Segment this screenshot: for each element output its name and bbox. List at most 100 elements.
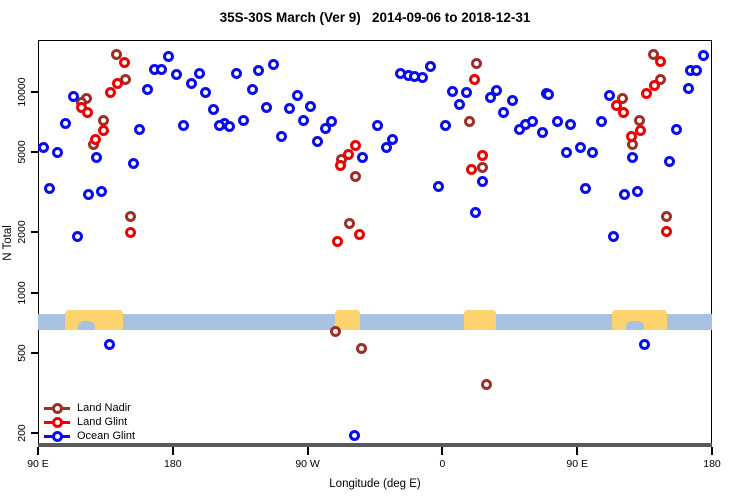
data-point-ocean-glint: [71, 231, 83, 243]
data-point-ocean-glint: [618, 188, 630, 200]
data-point-land-nadir: [633, 115, 645, 127]
data-point-land-glint: [654, 55, 666, 67]
data-point-land-glint: [661, 225, 673, 237]
legend-item: Land Nadir: [44, 401, 135, 415]
data-point-land-glint: [112, 78, 124, 90]
data-point-land-glint: [335, 160, 347, 172]
data-point-land-nadir: [647, 49, 659, 61]
x-tick-label: 90 E: [27, 458, 49, 470]
data-point-ocean-glint: [587, 146, 599, 158]
legend-label: Land Nadir: [77, 402, 131, 414]
data-point-ocean-glint: [223, 121, 235, 133]
data-point-land-glint: [465, 164, 477, 176]
x-tick-mark: [306, 447, 309, 455]
data-point-ocean-glint: [252, 64, 264, 76]
data-point-land-nadir: [356, 342, 368, 354]
x-tick-label: 180: [703, 458, 721, 470]
y-axis-title: N Total: [2, 225, 14, 261]
data-point-ocean-glint: [552, 116, 564, 128]
data-point-ocean-glint: [297, 115, 309, 127]
data-point-land-glint: [97, 125, 109, 137]
y-tick-mark: [31, 91, 38, 94]
data-point-land-glint: [354, 228, 366, 240]
data-point-land-glint: [81, 107, 93, 119]
data-point-ocean-glint: [325, 116, 337, 128]
data-point-ocean-glint: [432, 180, 444, 192]
data-point-ocean-glint: [506, 94, 518, 106]
x-tick-mark: [37, 447, 39, 455]
x-tick-mark: [576, 447, 579, 455]
data-point-ocean-glint: [67, 90, 79, 102]
legend-circle-icon: [52, 402, 63, 414]
data-point-ocean-glint: [231, 68, 243, 80]
data-point-ocean-glint: [603, 90, 615, 102]
data-point-land-glint: [634, 125, 646, 137]
y-tick-label: 2000: [16, 220, 28, 244]
data-point-ocean-glint: [484, 91, 496, 103]
data-point-ocean-glint: [186, 78, 198, 90]
data-point-ocean-glint: [38, 141, 50, 153]
data-point-ocean-glint: [349, 429, 361, 441]
data-point-ocean-glint: [127, 158, 139, 170]
data-point-ocean-glint: [453, 98, 465, 110]
y-tick-label: 200: [16, 424, 28, 442]
data-point-ocean-glint: [416, 72, 428, 84]
legend-label: Land Glint: [77, 416, 128, 428]
data-point-land-nadir: [125, 210, 137, 222]
x-tick-mark: [171, 447, 174, 455]
data-point-land-glint: [125, 226, 137, 238]
data-point-ocean-glint: [305, 100, 317, 112]
data-point-ocean-glint: [200, 87, 212, 99]
data-point-ocean-glint: [670, 124, 682, 136]
data-point-land-glint: [331, 235, 343, 247]
x-tick-label: 0: [439, 458, 446, 470]
data-point-ocean-glint: [103, 339, 115, 351]
data-point-land-glint: [119, 57, 131, 69]
legend: Land Nadir Land Glint Ocean Glint: [44, 401, 135, 443]
data-point-land-nadir: [480, 378, 492, 390]
data-point-ocean-glint: [639, 339, 651, 351]
data-point-ocean-glint: [579, 183, 591, 195]
data-point-ocean-glint: [291, 90, 303, 102]
data-point-ocean-glint: [371, 120, 383, 132]
legend-marker-land-nadir: [44, 402, 70, 414]
data-point-ocean-glint: [208, 103, 220, 115]
data-point-ocean-glint: [469, 207, 481, 219]
data-point-ocean-glint: [275, 131, 287, 143]
data-point-land-glint: [625, 131, 637, 143]
data-point-ocean-glint: [682, 83, 694, 95]
data-point-ocean-glint: [565, 118, 577, 130]
data-point-ocean-glint: [268, 59, 280, 71]
data-point-land-glint: [342, 148, 354, 160]
x-axis-title: Longitude (deg E): [329, 478, 421, 490]
data-point-ocean-glint: [386, 133, 398, 145]
data-point-ocean-glint: [536, 126, 548, 138]
data-point-ocean-glint: [491, 84, 503, 96]
data-point-land-nadir: [111, 49, 123, 61]
data-point-land-glint: [648, 79, 660, 91]
data-point-ocean-glint: [44, 183, 56, 195]
x-tick-mark: [711, 447, 713, 455]
data-point-land-nadir: [477, 162, 489, 174]
plot-area: [38, 40, 712, 447]
data-point-ocean-glint: [134, 124, 146, 136]
data-point-ocean-glint: [320, 122, 332, 134]
data-point-ocean-glint: [447, 85, 459, 97]
data-point-ocean-glint: [156, 63, 168, 75]
y-tick-label: 5000: [16, 140, 28, 165]
data-point-ocean-glint: [697, 50, 709, 62]
data-point-ocean-glint: [691, 64, 703, 76]
data-point-ocean-glint: [560, 146, 572, 158]
data-point-ocean-glint: [83, 188, 95, 200]
data-point-ocean-glint: [312, 135, 324, 147]
data-point-land-glint: [610, 99, 622, 111]
legend-label: Ocean Glint: [77, 430, 136, 442]
data-point-land-nadir: [97, 115, 109, 127]
chart-title: 35S-30S March (Ver 9) 2014-09-06 to 2018…: [219, 10, 531, 25]
data-point-ocean-glint: [238, 115, 250, 127]
map-land-patch: [334, 310, 360, 330]
data-point-ocean-glint: [543, 89, 555, 101]
data-point-land-nadir: [470, 58, 482, 70]
data-point-ocean-glint: [595, 116, 607, 128]
